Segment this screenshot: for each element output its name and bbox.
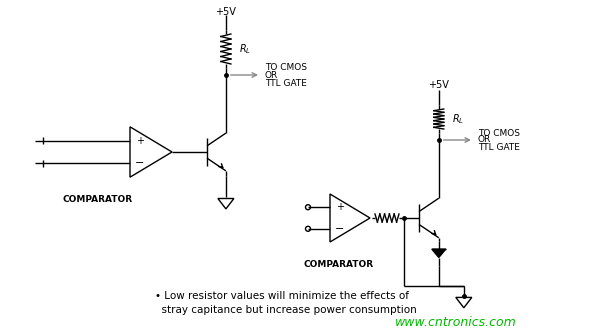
Text: COMPARATOR: COMPARATOR bbox=[63, 195, 133, 204]
Text: −: − bbox=[335, 224, 345, 234]
Text: • Low resistor values will minimize the effects of: • Low resistor values will minimize the … bbox=[155, 291, 409, 301]
Text: TTL GATE: TTL GATE bbox=[265, 78, 307, 88]
Text: TTL GATE: TTL GATE bbox=[478, 144, 520, 153]
Text: +5V: +5V bbox=[428, 80, 449, 90]
Text: TO CMOS: TO CMOS bbox=[265, 63, 307, 72]
Text: −: − bbox=[135, 158, 145, 168]
Text: stray capitance but increase power consumption: stray capitance but increase power consu… bbox=[155, 305, 417, 315]
Text: COMPARATOR: COMPARATOR bbox=[304, 260, 374, 269]
Text: OR: OR bbox=[265, 70, 278, 79]
Text: +: + bbox=[136, 136, 144, 146]
Text: www.cntronics.com: www.cntronics.com bbox=[395, 316, 517, 329]
Text: $R_L$: $R_L$ bbox=[239, 42, 251, 56]
Text: +: + bbox=[336, 202, 344, 212]
Text: $R_L$: $R_L$ bbox=[452, 112, 464, 126]
Polygon shape bbox=[432, 249, 446, 258]
Text: OR: OR bbox=[478, 136, 491, 145]
Text: TO CMOS: TO CMOS bbox=[478, 129, 520, 138]
Text: +5V: +5V bbox=[215, 7, 237, 17]
